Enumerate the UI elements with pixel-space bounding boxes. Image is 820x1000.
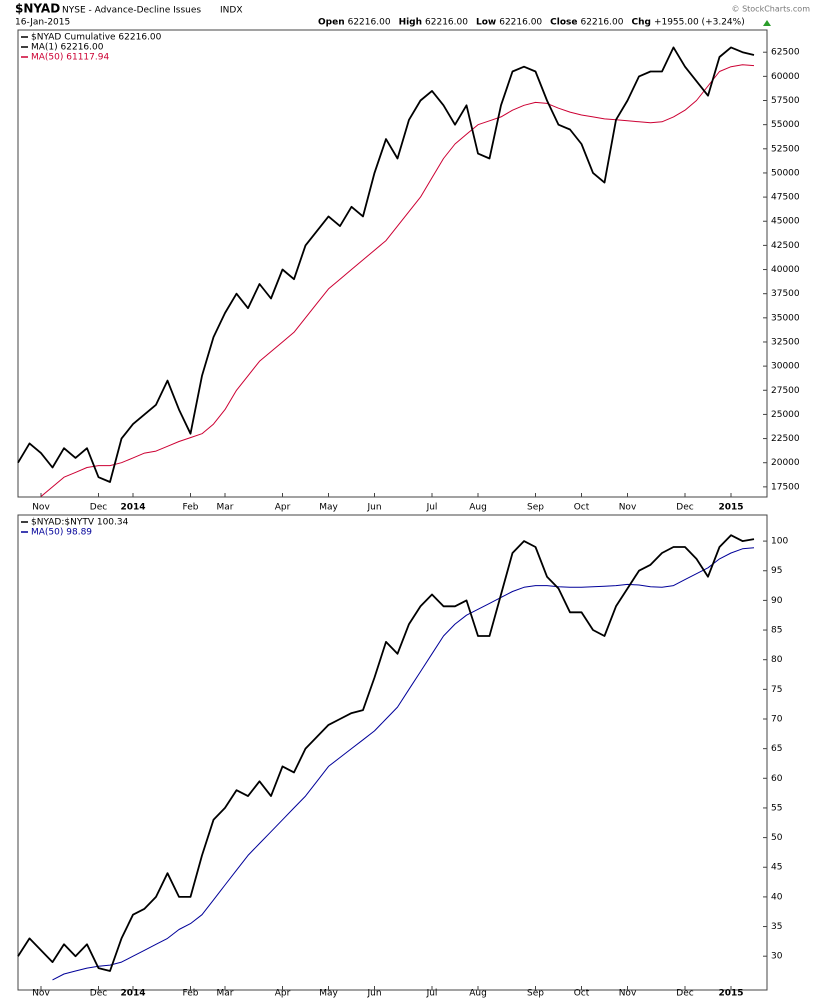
quote-value: 62216.00	[581, 18, 624, 28]
x-tick-label: 2014	[120, 503, 145, 513]
y-tick-label: 95	[771, 566, 782, 576]
y-tick-label: 42500	[771, 241, 800, 251]
x-tick-label: May	[319, 503, 338, 513]
quote-value: +1955.00 (+3.24%)	[654, 18, 745, 28]
x-tick-label: Mar	[217, 989, 234, 999]
y-tick-label: 32500	[771, 337, 800, 347]
x-tick-label: 2015	[718, 989, 743, 999]
y-tick-label: 50	[771, 833, 783, 843]
y-tick-label: 37500	[771, 289, 800, 299]
x-tick-label: Dec	[90, 989, 107, 999]
plot-frame	[17, 514, 768, 991]
series-line	[17, 46, 755, 483]
x-tick-label: Mar	[217, 503, 234, 513]
plot-frame	[17, 29, 768, 498]
up-arrow	[763, 20, 771, 26]
security-name: NYSE - Advance-Decline Issues	[62, 6, 201, 16]
quote-label: Open	[318, 18, 345, 28]
y-tick-label: 55000	[771, 120, 800, 130]
y-tick-label: 40000	[771, 265, 800, 275]
series-line	[40, 64, 755, 497]
x-tick-label: 2015	[718, 503, 743, 513]
quote-label: High	[399, 18, 422, 28]
y-tick-label: 90	[771, 596, 783, 606]
y-tick-label: 62500	[771, 48, 800, 58]
y-tick-label: 35000	[771, 313, 800, 323]
y-tick-label: 50000	[771, 168, 800, 178]
y-tick-label: 40	[771, 892, 783, 902]
x-tick-label: Nov	[32, 503, 50, 513]
quote-value: 62216.00	[499, 18, 542, 28]
x-tick-label: Jul	[426, 503, 438, 513]
y-tick-label: 85	[771, 626, 782, 636]
y-tick-label: 45000	[771, 217, 800, 227]
quote-label: Chg	[631, 18, 650, 28]
quote-label: Low	[476, 18, 496, 28]
legend-label: $NYAD:$NYTV 100.34	[31, 518, 129, 528]
date: 16-Jan-2015	[15, 18, 70, 28]
x-tick-label: Dec	[676, 989, 693, 999]
quote-label: Close	[550, 18, 577, 28]
y-tick-label: 30000	[771, 362, 800, 372]
x-tick-label: Feb	[183, 503, 199, 513]
x-tick-label: May	[319, 989, 338, 999]
y-tick-label: 60	[771, 774, 783, 784]
series-line	[52, 547, 755, 981]
y-tick-label: 57500	[771, 96, 800, 106]
y-tick-label: 52500	[771, 144, 800, 154]
y-tick-label: 55	[771, 803, 782, 813]
y-tick-label: 20000	[771, 458, 800, 468]
quote-value: 62216.00	[348, 18, 391, 28]
x-tick-label: Nov	[32, 989, 50, 999]
y-tick-label: 60000	[771, 72, 800, 82]
x-tick-label: Sep	[527, 989, 544, 999]
x-tick-label: Aug	[469, 989, 487, 999]
x-tick-label: Apr	[275, 989, 291, 999]
credit: © StockCharts.com	[732, 5, 811, 14]
y-tick-label: 47500	[771, 193, 800, 203]
x-tick-label: Jun	[366, 989, 381, 999]
legend-label: MA(50) 61117.94	[31, 53, 109, 63]
exchange: INDX	[220, 6, 242, 16]
quote-value: 62216.00	[425, 18, 468, 28]
y-tick-label: 75	[771, 685, 782, 695]
y-tick-label: 100	[771, 537, 788, 547]
y-tick-label: 45	[771, 863, 782, 873]
x-tick-label: Aug	[469, 503, 487, 513]
x-tick-label: Jul	[426, 989, 438, 999]
x-tick-label: Oct	[574, 503, 590, 513]
legend-label: MA(1) 62216.00	[31, 43, 104, 53]
legend-label: $NYAD Cumulative 62216.00	[31, 33, 162, 43]
series-line	[17, 534, 755, 972]
y-tick-label: 27500	[771, 386, 800, 396]
y-tick-label: 80	[771, 655, 783, 665]
x-tick-label: Feb	[183, 989, 199, 999]
symbol: $NYAD	[15, 2, 60, 16]
x-tick-label: Oct	[574, 989, 590, 999]
y-tick-label: 65	[771, 744, 782, 754]
x-tick-label: Apr	[275, 503, 291, 513]
y-tick-label: 17500	[771, 482, 800, 492]
x-tick-label: Jun	[366, 503, 381, 513]
y-tick-label: 25000	[771, 410, 800, 420]
x-tick-label: Dec	[90, 503, 107, 513]
x-tick-label: Dec	[676, 503, 693, 513]
y-tick-label: 35	[771, 922, 782, 932]
x-tick-label: Nov	[619, 989, 637, 999]
x-tick-label: 2014	[120, 989, 145, 999]
y-tick-label: 30	[771, 952, 783, 962]
y-tick-label: 22500	[771, 434, 800, 444]
legend-label: MA(50) 98.89	[31, 528, 92, 538]
x-tick-label: Sep	[527, 503, 544, 513]
x-tick-label: Nov	[619, 503, 637, 513]
y-tick-label: 70	[771, 714, 783, 724]
